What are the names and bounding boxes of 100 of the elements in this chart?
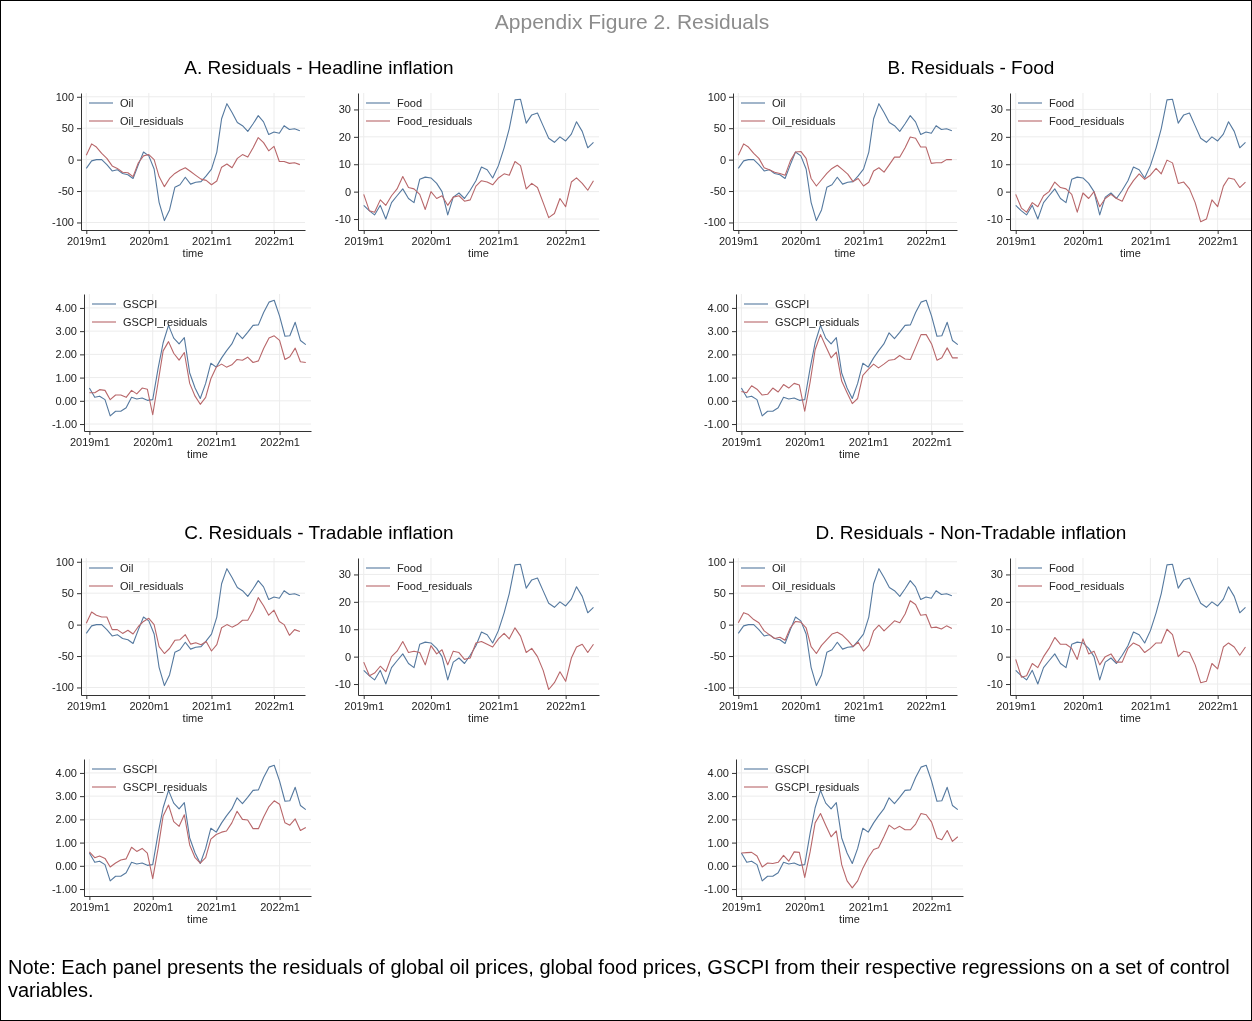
y-tick-label: 30 <box>338 568 351 581</box>
line-series <box>740 813 959 889</box>
y-tick-label: 0 <box>344 185 351 198</box>
y-tick-label: 0.00 <box>55 394 77 407</box>
legend-label: GSCPI_residuals <box>123 781 208 793</box>
x-axis-title: time <box>839 913 860 925</box>
x-tick-label: 2022m1 <box>906 699 947 712</box>
y-tick-label: 0 <box>67 153 74 166</box>
text: Note: Each panel presents the residuals of global oil prices, global food prices, GSCPI from their respective regressions on a set of control variables. <box>8 956 1231 1002</box>
y-tick-label: -50 <box>710 650 726 663</box>
y-tick-label: 1.00 <box>707 371 729 384</box>
line-series <box>85 137 301 188</box>
legend-label: Oil <box>772 97 786 109</box>
y-tick-label: 20 <box>338 595 351 608</box>
x-tick-label: 2022m1 <box>1198 234 1239 247</box>
line-series <box>1015 98 1247 220</box>
x-tick-label: 2021m1 <box>844 699 884 712</box>
y-tick-label: 20 <box>338 130 351 143</box>
line-series <box>737 600 953 655</box>
x-tick-label: 2022m1 <box>1198 699 1239 712</box>
x-tick-label: 2020m1 <box>411 234 452 247</box>
legend-label: Food <box>397 97 423 109</box>
y-tick-label: -10 <box>335 678 351 691</box>
y-tick-label: -100 <box>51 216 74 229</box>
legend-label: GSCPI <box>123 763 158 775</box>
text: Appendix Figure 2. Residuals <box>494 10 770 33</box>
line-series <box>88 299 307 417</box>
x-axis-title: time <box>187 448 208 460</box>
legend-label: Food <box>1049 97 1075 109</box>
y-tick-label: -50 <box>58 185 74 198</box>
x-tick-label: 2019m1 <box>66 699 107 712</box>
x-tick-label: 2020m1 <box>411 699 452 712</box>
legend-label: Oil_residuals <box>120 580 185 592</box>
y-tick-label: -1.00 <box>51 883 77 896</box>
x-tick-label: 2020m1 <box>129 234 170 247</box>
y-tick-label: 3.00 <box>55 325 77 338</box>
legend-label: Oil_residuals <box>772 580 837 592</box>
x-tick-label: 2022m1 <box>260 900 300 913</box>
x-tick-label: 2022m1 <box>546 699 587 712</box>
legend-label: Oil_residuals <box>772 115 837 127</box>
y-tick-label: 50 <box>713 587 726 600</box>
y-tick-label: 100 <box>707 90 726 103</box>
x-tick-label: 2022m1 <box>260 435 300 448</box>
legend-label: GSCPI_residuals <box>775 781 860 793</box>
x-tick-label: 2022m1 <box>546 234 587 247</box>
legend-label: GSCPI <box>775 298 810 310</box>
x-tick-label: 2021m1 <box>1131 699 1171 712</box>
x-axis-title: time <box>468 712 489 724</box>
x-tick-label: 2022m1 <box>254 234 295 247</box>
line-series <box>363 98 595 220</box>
y-tick-label: -100 <box>703 216 726 229</box>
x-tick-label: 2020m1 <box>1063 234 1104 247</box>
y-tick-label: -50 <box>710 185 726 198</box>
x-tick-label: 2020m1 <box>133 900 174 913</box>
legend-label: Food_residuals <box>397 580 473 592</box>
x-tick-label: 2020m1 <box>1063 699 1104 712</box>
x-tick-label: 2019m1 <box>718 234 759 247</box>
x-tick-label: 2020m1 <box>785 435 826 448</box>
x-tick-label: 2021m1 <box>848 435 889 448</box>
y-tick-label: 0 <box>67 618 74 631</box>
y-tick-label: -100 <box>51 681 74 694</box>
x-tick-label: 2020m1 <box>133 435 174 448</box>
legend-label: GSCPI <box>775 763 810 775</box>
x-tick-label: 2020m1 <box>129 699 170 712</box>
x-tick-label: 2020m1 <box>781 234 822 247</box>
x-tick-label: 2019m1 <box>66 234 107 247</box>
line-series <box>88 335 307 416</box>
line-series <box>363 627 595 691</box>
y-tick-label: 2.00 <box>55 813 77 826</box>
y-tick-label: 0 <box>344 650 351 663</box>
y-tick-label: 1.00 <box>707 836 729 849</box>
y-tick-label: 1.00 <box>55 836 77 849</box>
y-tick-label: 10 <box>338 158 351 171</box>
y-tick-label: -1.00 <box>51 418 77 431</box>
y-tick-label: 3.00 <box>707 325 729 338</box>
x-tick-label: 2021m1 <box>1131 234 1171 247</box>
x-tick-label: 2021m1 <box>479 699 519 712</box>
y-tick-label: 1.00 <box>55 371 77 384</box>
y-tick-label: 50 <box>61 122 74 135</box>
x-tick-label: 2021m1 <box>192 699 232 712</box>
y-tick-label: -1.00 <box>703 418 729 431</box>
x-tick-label: 2021m1 <box>196 435 237 448</box>
legend-label: Oil <box>772 562 786 574</box>
y-tick-label: 0 <box>996 185 1003 198</box>
y-tick-label: 50 <box>61 587 74 600</box>
y-tick-label: 4.00 <box>55 766 77 779</box>
line-series <box>1015 563 1247 685</box>
y-tick-label: 0.00 <box>707 859 729 872</box>
y-tick-label: -50 <box>58 650 74 663</box>
y-tick-label: 2.00 <box>707 813 729 826</box>
x-axis-title: time <box>834 712 856 724</box>
x-tick-label: 2019m1 <box>70 435 110 448</box>
x-tick-label: 2022m1 <box>254 699 295 712</box>
legend-label: Oil_residuals <box>120 115 185 127</box>
line-series <box>740 334 959 412</box>
x-axis-title: time <box>468 247 489 259</box>
y-tick-label: 2.00 <box>707 348 729 361</box>
y-tick-label: 0.00 <box>707 394 729 407</box>
y-tick-label: 0.00 <box>55 859 77 872</box>
line-series <box>740 299 959 417</box>
